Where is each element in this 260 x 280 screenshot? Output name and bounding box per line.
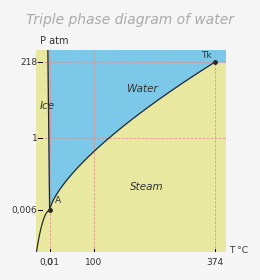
- Polygon shape: [36, 62, 226, 252]
- Text: P atm: P atm: [40, 36, 69, 46]
- Text: Ice: Ice: [40, 101, 55, 111]
- Text: 218: 218: [20, 58, 37, 67]
- Text: Triple phase diagram of water: Triple phase diagram of water: [26, 13, 234, 27]
- Text: Steam: Steam: [130, 182, 164, 192]
- Polygon shape: [48, 50, 226, 211]
- Text: 1: 1: [31, 134, 37, 143]
- Text: A: A: [55, 196, 61, 205]
- Text: Tk: Tk: [202, 51, 212, 60]
- Text: 374: 374: [206, 258, 223, 267]
- Text: T °C: T °C: [229, 246, 248, 255]
- Polygon shape: [36, 50, 50, 252]
- Text: Water: Water: [127, 84, 158, 94]
- Text: 0: 0: [47, 258, 53, 267]
- Text: 100: 100: [85, 258, 102, 267]
- Text: 0,01: 0,01: [40, 258, 60, 267]
- Text: 0,006: 0,006: [11, 206, 37, 215]
